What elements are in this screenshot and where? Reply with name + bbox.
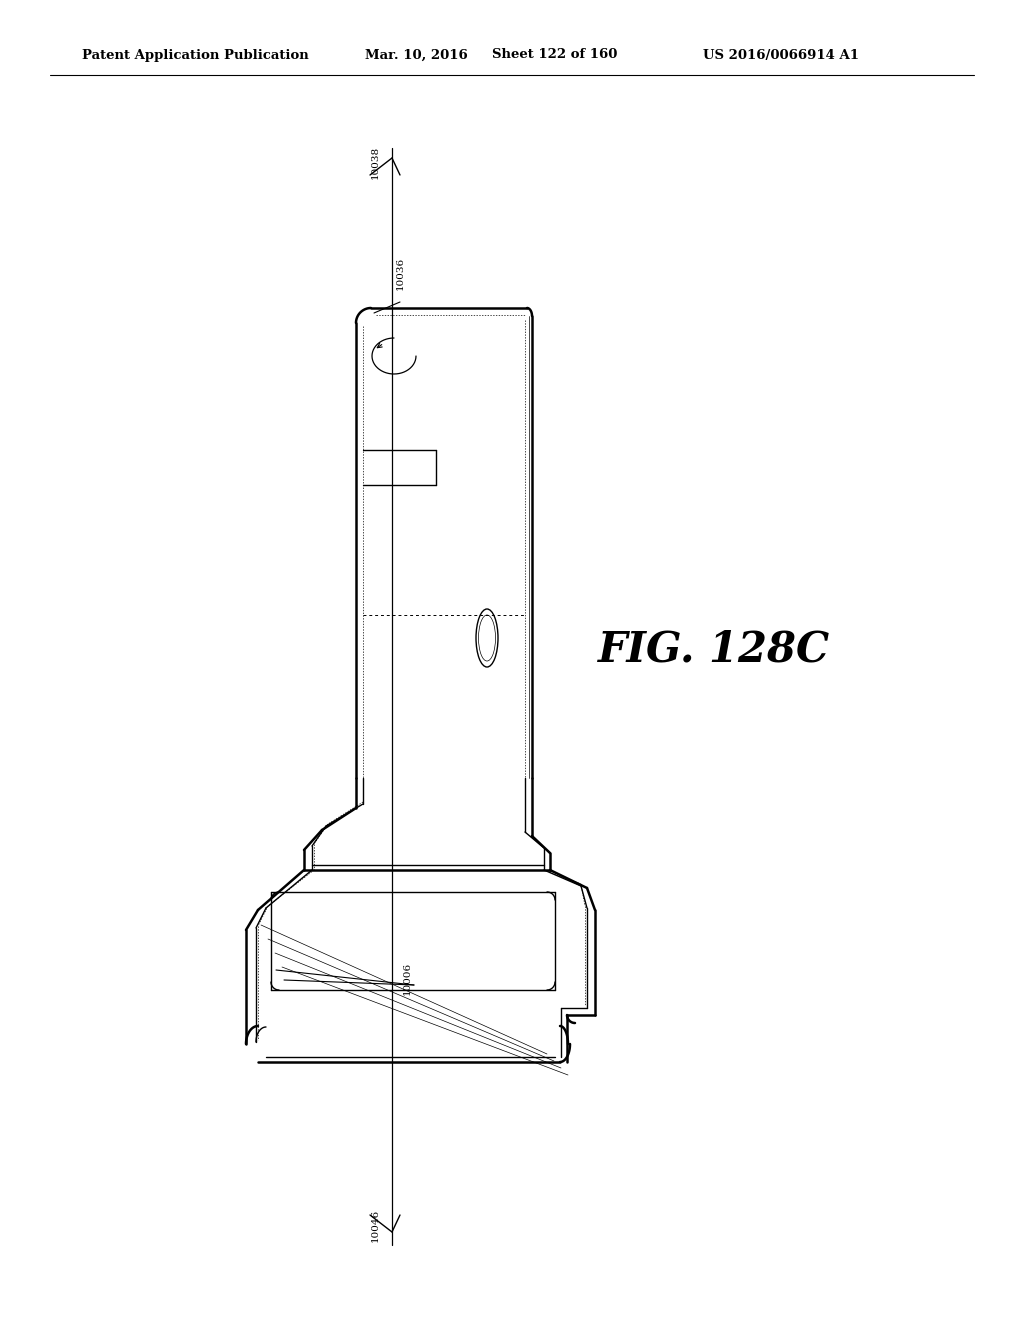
Text: 10038: 10038: [371, 145, 380, 178]
Text: 10036: 10036: [395, 257, 404, 290]
Text: Sheet 122 of 160: Sheet 122 of 160: [492, 49, 617, 62]
Text: FIG. 128C: FIG. 128C: [598, 630, 830, 671]
Text: Mar. 10, 2016: Mar. 10, 2016: [365, 49, 468, 62]
Text: 10006: 10006: [402, 962, 412, 995]
Text: 10046: 10046: [371, 1208, 380, 1242]
Text: Patent Application Publication: Patent Application Publication: [82, 49, 309, 62]
Text: US 2016/0066914 A1: US 2016/0066914 A1: [703, 49, 859, 62]
